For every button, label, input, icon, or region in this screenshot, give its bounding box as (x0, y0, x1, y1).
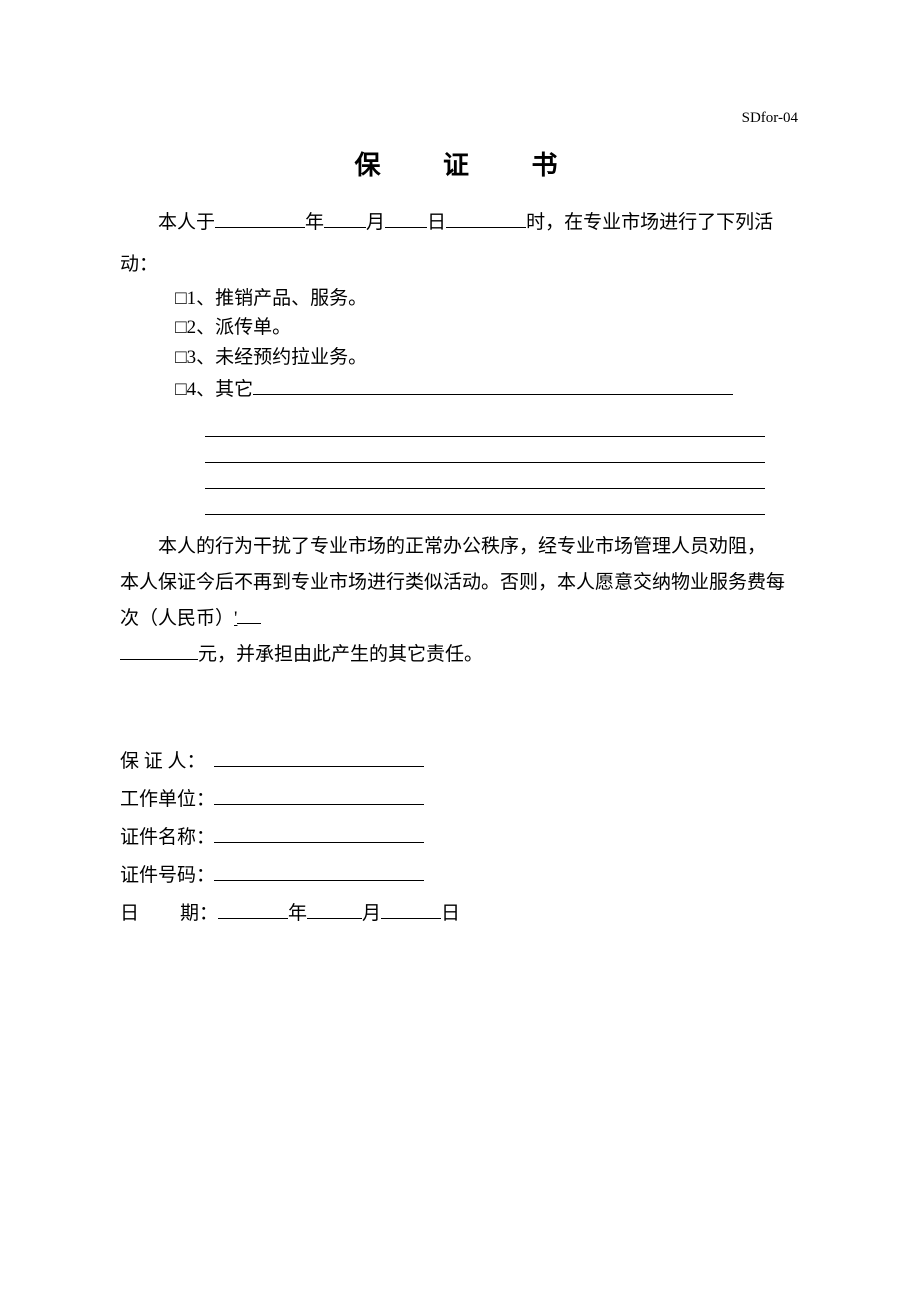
blank-line-3[interactable] (205, 463, 765, 489)
option-2: □2、派传单。 (175, 313, 800, 342)
body-line-3a: 次（人民币） (120, 608, 234, 629)
sig-workunit-row: 工作单位： (120, 781, 800, 819)
option-4-label: 4、其它 (187, 379, 254, 400)
checkbox-icon[interactable]: □ (175, 288, 186, 309)
option-3: □3、未经预约拉业务。 (175, 343, 800, 372)
options-list: □1、推销产品、服务。 □2、派传单。 □3、未经预约拉业务。 □4、其它 (175, 284, 800, 405)
body-paragraph: 本人的行为干扰了专业市场的正常办公秩序，经专业市场管理人员劝阻， 本人保证今后不… (120, 529, 800, 673)
checkbox-icon[interactable]: □ (175, 317, 186, 338)
checkbox-icon[interactable]: □ (175, 347, 186, 368)
sig-guarantor-label: 保 证 人： (120, 743, 210, 781)
option-1-label: 1、推销产品、服务。 (187, 288, 368, 309)
blank-line-2[interactable] (205, 437, 765, 463)
blank-day[interactable] (385, 205, 427, 228)
blank-other-inline[interactable] (253, 372, 733, 395)
blank-hour[interactable] (446, 205, 526, 228)
document-title: 保 证 书 (120, 145, 800, 182)
option-1: □1、推销产品、服务。 (175, 284, 800, 313)
sig-idname-label: 证件名称： (120, 819, 210, 857)
body-line-4a: 元，并承担由此产生的其它责任。 (198, 644, 483, 665)
blank-year[interactable] (215, 205, 305, 228)
sig-year-label: 年 (288, 903, 307, 924)
sig-idname-row: 证件名称： (120, 819, 800, 857)
blank-lines-group (205, 411, 800, 515)
checkbox-icon[interactable]: □ (175, 379, 186, 400)
document-page: SDfor-04 保 证 书 本人于年月日时，在专业市场进行了下列活 动： □1… (0, 0, 920, 933)
sig-idname-blank[interactable] (214, 822, 424, 843)
option-3-label: 3、未经预约拉业务。 (187, 347, 368, 368)
intro-tail: 时，在专业市场进行了下列活 (526, 212, 773, 233)
intro-paragraph: 本人于 年 月 日 时，在专业市场进行了下列活 (120, 204, 800, 242)
sig-workunit-label: 工作单位： (120, 781, 210, 819)
sig-workunit-blank[interactable] (214, 784, 424, 805)
sig-idno-blank[interactable] (214, 860, 424, 881)
signature-block: 保 证 人： 工作单位： 证件名称： 证件号码： 日期：年月日 (120, 743, 800, 933)
label-day: 日 (427, 212, 446, 233)
label-year: 年 (305, 212, 324, 233)
body-line-1: 本人的行为干扰了专业市场的正常办公秩序，经专业市场管理人员劝阻， (120, 529, 800, 565)
intro-prefix: 本人于 (158, 212, 215, 233)
document-id: SDfor-04 (120, 110, 800, 127)
blank-yuan[interactable] (120, 639, 198, 660)
sig-idno-row: 证件号码： (120, 857, 800, 895)
sig-blank-year[interactable] (218, 898, 288, 919)
sig-guarantor-blank[interactable] (214, 746, 424, 767)
sig-day-label: 日 (441, 903, 460, 924)
sig-idno-label: 证件号码： (120, 857, 210, 895)
blank-month[interactable] (324, 205, 366, 228)
sig-date-row: 日期：年月日 (120, 895, 800, 933)
blank-line-1[interactable] (205, 411, 765, 437)
label-month: 月 (366, 212, 385, 233)
sig-date-label-2: 期： (180, 903, 218, 924)
sig-date-label-1: 日 (120, 895, 180, 933)
intro-continuation: 动： (120, 246, 800, 284)
sig-guarantor-row: 保 证 人： (120, 743, 800, 781)
option-2-label: 2、派传单。 (187, 317, 292, 338)
sig-blank-month[interactable] (307, 898, 362, 919)
sig-month-label: 月 (362, 903, 381, 924)
blank-line-4[interactable] (205, 489, 765, 515)
sig-blank-day[interactable] (381, 898, 441, 919)
blank-rmb[interactable] (237, 603, 261, 624)
option-4: □4、其它 (175, 372, 800, 404)
body-line-2: 本人保证今后不再到专业市场进行类似活动。否则，本人愿意交纳物业服务费每 (120, 572, 785, 593)
